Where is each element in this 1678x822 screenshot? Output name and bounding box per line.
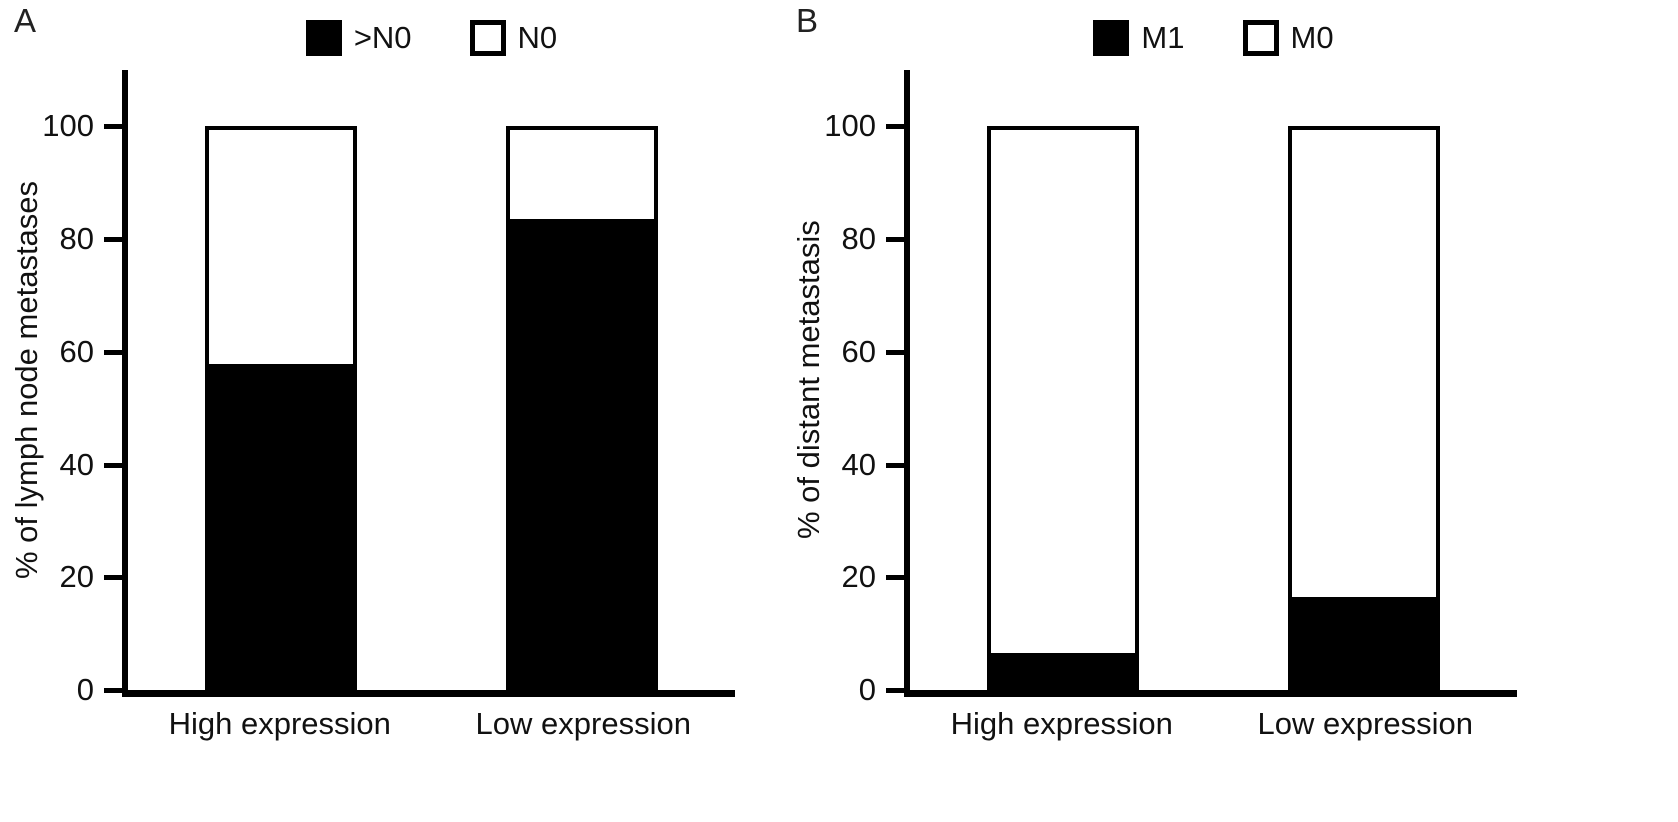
y-tick-mark — [886, 688, 904, 693]
category-label: High expression — [168, 706, 391, 741]
panel-a: A >N0 N0 % of lymph node metastases 0 20 4… — [0, 0, 782, 822]
stacked-bar-1 — [1288, 126, 1440, 690]
y-tick-label: 100 — [42, 108, 94, 144]
x-axis-labels: High expression Low expression — [910, 706, 1517, 742]
y-tick-mark — [104, 688, 122, 693]
category-label: Low expression — [475, 706, 691, 741]
legend-a: >N0 N0 — [128, 20, 735, 56]
y-tick-mark — [104, 124, 122, 130]
y-tick-label: 0 — [858, 672, 876, 707]
y-tick-label: 40 — [59, 446, 94, 482]
bar-segment-filled — [1292, 597, 1436, 686]
bar-segment-filled — [991, 652, 1135, 686]
y-tick-label: 20 — [59, 559, 94, 595]
panel-label-a: A — [14, 2, 37, 39]
y-tick-label: 60 — [841, 333, 876, 369]
plot-area-b: 0 20 40 60 80 100 — [824, 70, 1517, 707]
bar-segment-filled — [510, 219, 654, 686]
y-tick-label: 0 — [76, 672, 94, 707]
y-tick-mark — [886, 575, 904, 581]
category-label: Low expression — [1257, 706, 1473, 741]
x-axis-labels: High expression Low expression — [128, 706, 735, 742]
y-axis-line — [904, 70, 910, 697]
y-tick-label: 80 — [841, 221, 876, 257]
y-tick-mark — [104, 237, 122, 243]
panel-b: B M1 M0 % of distant metastasis 0 20 40 60 8… — [782, 0, 1678, 822]
stacked-bar-1 — [506, 126, 658, 690]
category-label: High expression — [950, 706, 1173, 741]
plot-area-a: 0 20 40 60 80 100 — [42, 70, 735, 707]
y-axis-title: % of lymph node metastases — [9, 180, 44, 580]
legend-label: N0 — [517, 20, 558, 55]
stacked-bar-0 — [205, 126, 357, 690]
legend-b: M1 M0 — [910, 20, 1517, 56]
legend-swatch-filled — [1093, 20, 1130, 56]
x-axis-line — [904, 690, 1517, 697]
x-axis-line — [122, 690, 735, 697]
legend-swatch-filled — [305, 20, 342, 56]
legend-label: M1 — [1141, 20, 1185, 55]
bar-segment-filled — [209, 363, 353, 686]
y-tick-label: 80 — [59, 221, 94, 257]
y-tick-label: 20 — [841, 559, 876, 595]
y-tick-mark — [886, 237, 904, 243]
y-tick-mark — [886, 462, 904, 468]
legend-swatch-open — [469, 20, 506, 56]
y-tick-mark — [104, 349, 122, 355]
y-tick-label: 100 — [824, 108, 876, 144]
y-tick-mark — [886, 349, 904, 355]
y-tick-mark — [104, 462, 122, 468]
y-tick-label: 40 — [841, 446, 876, 482]
y-axis-line — [122, 70, 128, 697]
y-tick-mark — [886, 124, 904, 130]
legend-swatch-open — [1242, 20, 1279, 56]
y-tick-label: 60 — [59, 333, 94, 369]
stacked-bar-0 — [987, 126, 1139, 690]
legend-label: M0 — [1290, 20, 1334, 55]
y-tick-mark — [104, 575, 122, 581]
y-axis-title: % of distant metastasis — [791, 220, 826, 540]
panel-label-b: B — [796, 2, 819, 39]
legend-label: >N0 — [353, 20, 412, 55]
